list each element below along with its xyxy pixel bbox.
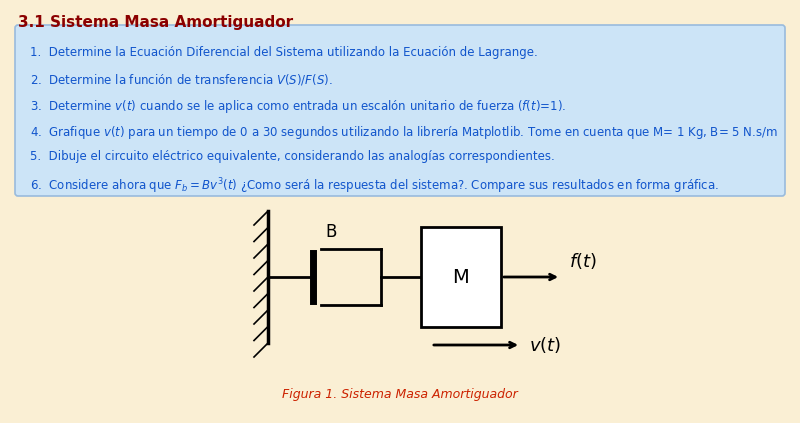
Text: 4.  Grafique $v(t)$ para un tiempo de 0 a 30 segundos utilizando la librería Mat: 4. Grafique $v(t)$ para un tiempo de 0 a… <box>30 124 778 141</box>
Text: 3.  Determine $v(t)$ cuando se le aplica como entrada un escalón unitario de fue: 3. Determine $v(t)$ cuando se le aplica … <box>30 98 566 115</box>
Text: $v(t)$: $v(t)$ <box>529 335 561 355</box>
Text: 6.  Considere ahora que $F_b = Bv^3(t)$ ¿Como será la respuesta del sistema?. Co: 6. Considere ahora que $F_b = Bv^3(t)$ ¿… <box>30 176 719 195</box>
Text: M: M <box>453 267 470 286</box>
Text: $f(t)$: $f(t)$ <box>569 251 597 271</box>
Text: 3.1 Sistema Masa Amortiguador: 3.1 Sistema Masa Amortiguador <box>18 15 293 30</box>
FancyBboxPatch shape <box>15 25 785 196</box>
Text: B: B <box>326 223 337 241</box>
Text: Figura 1. Sistema Masa Amortiguador: Figura 1. Sistema Masa Amortiguador <box>282 388 518 401</box>
Text: 5.  Dibuje el circuito eléctrico equivalente, considerando las analogías corresp: 5. Dibuje el circuito eléctrico equivale… <box>30 150 554 163</box>
Text: 2.  Determine la función de transferencia $V(S)/F(S)$.: 2. Determine la función de transferencia… <box>30 72 333 87</box>
Bar <box>421 227 501 327</box>
Text: 1.  Determine la Ecuación Diferencial del Sistema utilizando la Ecuación de Lagr: 1. Determine la Ecuación Diferencial del… <box>30 46 538 59</box>
